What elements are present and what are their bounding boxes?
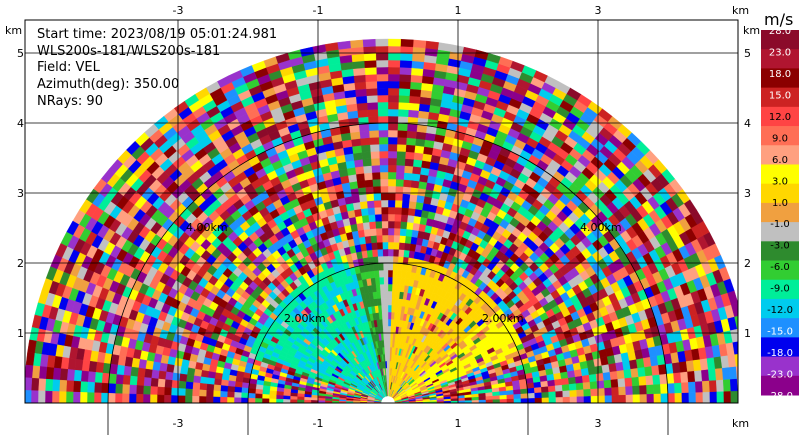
colorbar-swatch <box>761 183 799 204</box>
colorbar-label: 12.0 <box>769 112 791 123</box>
y-unit-right: km <box>743 24 760 37</box>
colorbar-swatch <box>761 337 799 358</box>
colorbar-swatch <box>761 164 799 185</box>
colorbar-swatch <box>761 30 799 50</box>
x-tick-top: 1 <box>455 4 462 17</box>
colorbar-label: -1.0 <box>770 219 790 230</box>
colorbar-label: 28.0 <box>769 26 791 37</box>
colorbar-label: -12.0 <box>767 305 793 316</box>
colorbar-label: -23.0 <box>767 370 793 381</box>
colorbar-label: 6.0 <box>772 155 788 166</box>
x-tick-top: 3 <box>595 4 602 17</box>
colorbar-swatch <box>761 68 799 89</box>
x-unit-bottom: km <box>732 417 749 430</box>
colorbar-swatch <box>761 145 799 165</box>
range-ring-label: 2.00km <box>284 312 326 325</box>
y-tick-left: 5 <box>17 47 24 60</box>
colorbar-label: 15.0 <box>769 90 791 101</box>
colorbar-swatch <box>761 202 799 223</box>
colorbar: 28.0 23.0 18.0 15.0 12.0 9.0 6.0 3.0 1.0 -1.0 -3.0… <box>761 26 799 402</box>
colorbar-label: -28.0 <box>767 391 793 402</box>
colorbar-label: -15.0 <box>767 327 793 338</box>
colorbar-swatch <box>761 106 799 127</box>
colorbar-label: 3.0 <box>772 176 788 187</box>
y-tick-right: 2 <box>744 257 751 270</box>
x-tick-labels: -3 -3 -1 -1 1 1 3 3 <box>173 4 602 430</box>
y-tick-left: 3 <box>17 187 24 200</box>
colorbar-label: 18.0 <box>769 69 791 80</box>
colorbar-swatch <box>761 298 799 319</box>
range-ring-label: 2.00km <box>482 312 524 325</box>
range-ring-label: 4.00km <box>580 221 622 234</box>
colorbar-unit: m/s <box>764 10 793 29</box>
y-unit-left: km <box>5 24 22 37</box>
x-tick-bottom: 3 <box>595 417 602 430</box>
plot-frame <box>24 19 739 404</box>
field-label: Field: VEL <box>37 60 101 75</box>
colorbar-swatch <box>761 318 799 338</box>
x-unit-top: km <box>732 4 749 17</box>
x-tick-bottom: -3 <box>173 417 184 430</box>
colorbar-label: -6.0 <box>770 262 790 273</box>
velocity-field <box>25 38 738 403</box>
colorbar-label: -3.0 <box>770 241 790 252</box>
y-tick-left: 4 <box>17 117 24 130</box>
x-tick-top: -1 <box>313 4 324 17</box>
x-tick-top: -3 <box>173 4 184 17</box>
azimuth-label: Azimuth(deg): 350.00 <box>37 77 179 92</box>
colorbar-swatch <box>761 356 799 377</box>
start-time-label: Start time: 2023/08/19 05:01:24.981 <box>37 27 277 42</box>
y-tick-right: 4 <box>744 117 751 130</box>
colorbar-swatch <box>761 87 799 108</box>
instrument-label: WLS200s-181/WLS200s-181 <box>37 44 220 59</box>
y-tick-labels: 1 1 2 2 3 3 4 4 5 5 <box>17 47 751 340</box>
colorbar-swatch <box>761 241 799 262</box>
y-tick-right: 3 <box>744 187 751 200</box>
colorbar-swatch <box>761 260 799 281</box>
x-tick-bottom: 1 <box>455 417 462 430</box>
colorbar-swatch <box>761 49 799 69</box>
colorbar-swatch <box>761 375 799 396</box>
colorbar-swatch <box>761 126 799 146</box>
colorbar-label: -9.0 <box>770 284 790 295</box>
colorbar-label: 9.0 <box>772 133 788 144</box>
y-tick-left: 1 <box>17 327 24 340</box>
x-tick-bottom: -1 <box>313 417 324 430</box>
colorbar-swatch <box>761 222 799 242</box>
y-tick-right: 1 <box>744 327 751 340</box>
range-rings: 2.00km 2.00km 4.00km 4.00km <box>107 122 669 435</box>
colorbar-label: -18.0 <box>767 348 793 359</box>
colorbar-swatch <box>761 279 799 300</box>
y-tick-left: 2 <box>17 257 24 270</box>
colorbar-label: 1.0 <box>772 198 788 209</box>
range-ring-label: 4.00km <box>186 221 228 234</box>
colorbar-label: 23.0 <box>769 47 791 58</box>
nrays-label: NRays: 90 <box>37 94 103 109</box>
y-tick-right: 5 <box>744 47 751 60</box>
